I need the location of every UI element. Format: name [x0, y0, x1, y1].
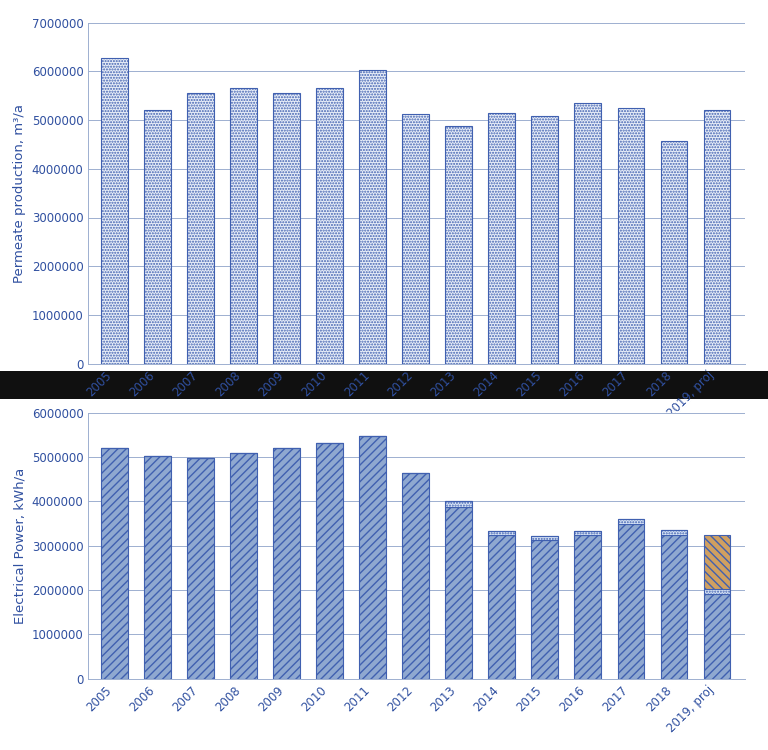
Bar	[488, 531, 515, 536]
Bar	[230, 453, 257, 679]
Bar	[574, 536, 601, 679]
Bar	[445, 126, 472, 364]
Bar	[101, 58, 127, 364]
Bar	[316, 88, 343, 364]
Bar	[531, 536, 558, 540]
Bar	[660, 142, 687, 364]
Bar	[359, 70, 386, 364]
Bar	[531, 116, 558, 364]
Bar	[445, 507, 472, 679]
Bar	[273, 448, 300, 679]
Bar	[316, 443, 343, 679]
Bar	[359, 436, 386, 679]
Bar	[101, 448, 127, 679]
Bar	[703, 595, 730, 679]
Bar	[703, 110, 730, 364]
Bar	[402, 473, 429, 679]
Bar	[187, 458, 214, 679]
Bar	[402, 114, 429, 364]
Y-axis label: Electrical Power, kWh/a: Electrical Power, kWh/a	[13, 467, 26, 624]
Bar	[488, 112, 515, 364]
Bar	[230, 88, 257, 364]
Bar	[144, 457, 170, 679]
Bar	[660, 530, 687, 535]
Bar	[445, 501, 472, 507]
Bar	[617, 519, 644, 524]
Bar	[703, 536, 730, 589]
Bar	[187, 93, 214, 364]
Bar	[617, 524, 644, 679]
Bar	[488, 536, 515, 679]
Bar	[144, 110, 170, 364]
Bar	[273, 93, 300, 364]
Bar	[617, 108, 644, 364]
Bar	[574, 104, 601, 364]
Bar	[703, 589, 730, 595]
Bar	[660, 535, 687, 679]
Bar	[574, 530, 601, 536]
Bar	[531, 540, 558, 679]
Y-axis label: Permeate production, m³/a: Permeate production, m³/a	[13, 104, 26, 283]
